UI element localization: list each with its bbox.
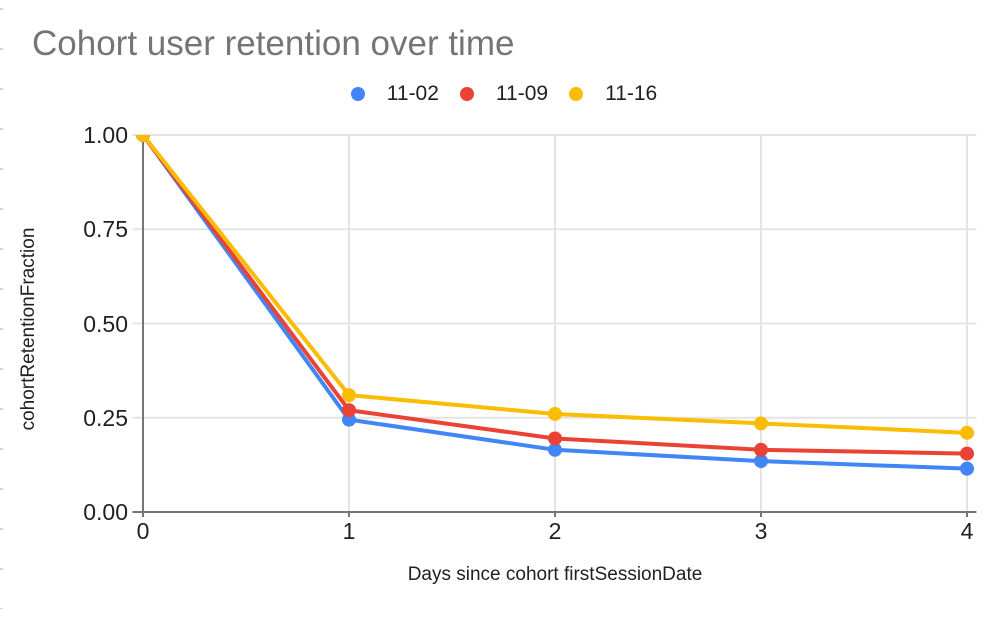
x-tick-label: 1: [342, 518, 356, 544]
data-point-11-09-day3[interactable]: [754, 442, 768, 457]
y-tick-label: 0.50: [83, 310, 128, 337]
x-tick-label: 3: [754, 518, 768, 544]
data-point-11-16-day3[interactable]: [754, 416, 768, 431]
y-tick-label: 1.00: [83, 122, 128, 148]
x-tick-label: 0: [136, 518, 150, 544]
legend-label: 11-02: [386, 82, 439, 105]
data-point-11-16-day2[interactable]: [548, 406, 562, 421]
data-point-11-02-day4[interactable]: [960, 461, 974, 476]
data-point-11-09-day2[interactable]: [548, 431, 562, 446]
legend-label: 11-16: [605, 82, 658, 105]
chart-legend: 11-02 11-09 11-16: [0, 82, 1008, 106]
data-point-11-16-day1[interactable]: [342, 388, 356, 403]
x-tick-label: 2: [548, 518, 562, 544]
data-point-11-02-day2[interactable]: [548, 442, 562, 457]
x-tick-label: 4: [960, 518, 974, 544]
data-point-11-02-day3[interactable]: [754, 454, 768, 469]
data-point-11-16-day4[interactable]: [960, 425, 974, 440]
legend-item-11-02[interactable]: 11-02: [350, 82, 439, 106]
legend-item-11-09[interactable]: 11-09: [459, 82, 549, 106]
x-axis-title: Days since cohort firstSessionDate: [407, 564, 703, 585]
legend-dot-icon: [350, 87, 365, 101]
legend-dot-icon: [569, 87, 584, 101]
legend-dot-icon: [459, 87, 474, 101]
series-group: [136, 128, 974, 476]
data-point-11-16-day0[interactable]: [136, 128, 150, 142]
data-point-11-09-day4[interactable]: [960, 446, 974, 461]
y-tick-label: 0.25: [83, 404, 128, 431]
y-tick-label: 0.00: [83, 499, 128, 525]
left-edge-artifact-marks: [0, 8, 3, 609]
y-tick-label: 0.75: [83, 216, 128, 243]
data-point-11-09-day1[interactable]: [342, 403, 356, 418]
legend-item-11-16[interactable]: 11-16: [569, 82, 657, 106]
legend-label: 11-09: [495, 82, 549, 105]
chart-title: Cohort user retention over time: [32, 24, 515, 63]
